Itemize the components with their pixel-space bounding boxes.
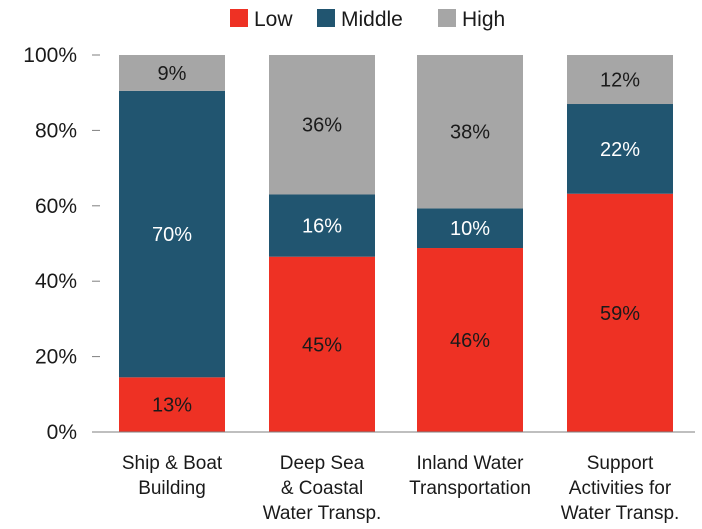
data-label-low: 13% <box>152 395 192 417</box>
y-tick-label: 80% <box>35 119 77 142</box>
data-label-high: 12% <box>600 70 640 92</box>
x-category-label: & Coastal <box>281 478 363 499</box>
bar-segment-low <box>119 377 225 432</box>
bar-segment-high <box>567 55 673 105</box>
x-category-label: Activities for <box>569 478 672 499</box>
bar-segment-low <box>567 193 673 432</box>
bar-segment-low <box>417 248 523 432</box>
bar-segment-high <box>119 55 225 91</box>
x-category-label: Transportation <box>409 478 531 499</box>
bar-segment-low <box>269 256 375 432</box>
x-category-label: Inland Water <box>416 453 524 474</box>
legend-label-low: Low <box>254 8 293 31</box>
legend-swatch-low <box>230 9 248 27</box>
y-tick-label: 60% <box>35 195 77 218</box>
bars: 13% 70% 9% 45% 16% 36% 46% 10% 38% 59% 22% 12% <box>119 55 673 432</box>
y-tick-label: 20% <box>35 346 77 369</box>
y-axis: 0% 20% 40% 60% 80% 100% <box>23 44 100 444</box>
data-label-high: 9% <box>158 63 187 85</box>
x-category-label: Deep Sea <box>280 453 365 474</box>
bar-segment-high <box>269 55 375 195</box>
legend-swatch-middle <box>317 9 335 27</box>
legend-swatch-high <box>438 9 456 27</box>
data-label-middle: 16% <box>302 216 342 238</box>
bar-segment-middle <box>567 104 673 194</box>
x-axis: Ship & Boat Building Deep Sea & Coastal Wate… <box>100 431 695 524</box>
data-label-low: 46% <box>450 330 490 352</box>
x-category-label: Water Transp. <box>561 503 680 524</box>
y-tick-label: 40% <box>35 270 77 293</box>
legend: Low Middle High <box>230 8 505 31</box>
data-label-middle: 10% <box>450 218 490 240</box>
data-label-low: 59% <box>600 303 640 325</box>
data-label-high: 36% <box>302 115 342 137</box>
data-label-high: 38% <box>450 122 490 144</box>
legend-label-middle: Middle <box>341 8 403 31</box>
data-label-middle: 70% <box>152 224 192 246</box>
x-category-label: Water Transp. <box>263 503 382 524</box>
x-category-label: Building <box>138 478 206 499</box>
x-category-label: Ship & Boat <box>122 453 223 474</box>
bar-segment-high <box>417 55 523 209</box>
bar-segment-middle <box>417 208 523 249</box>
data-label-low: 45% <box>302 334 342 356</box>
x-category-label: Support <box>587 453 654 474</box>
bar-segment-middle <box>269 194 375 257</box>
bar-segment-middle <box>119 90 225 378</box>
y-tick-label: 100% <box>23 44 77 67</box>
y-tick-label: 0% <box>47 421 77 444</box>
data-label-middle: 22% <box>600 139 640 161</box>
legend-label-high: High <box>462 8 505 31</box>
